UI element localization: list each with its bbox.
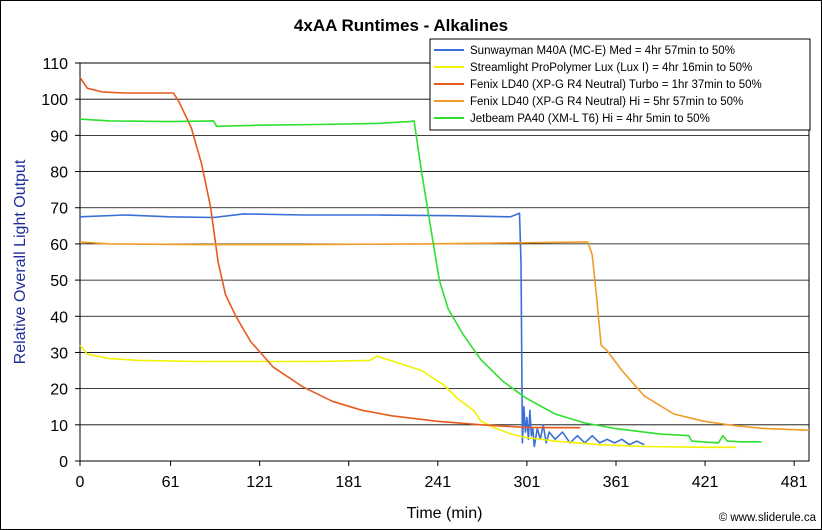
- legend-label-2: Fenix LD40 (XP-G R4 Neutral) Turbo = 1hr…: [470, 79, 762, 91]
- series-line-4: [79, 118, 762, 444]
- y-tick-label-8: 80: [50, 165, 68, 182]
- y-tick-label-2: 20: [50, 382, 68, 399]
- x-tick-label-8: 481: [781, 474, 808, 491]
- x-tick-label-7: 421: [692, 474, 719, 491]
- series-line-0: [79, 212, 645, 448]
- series-line-2: [79, 77, 581, 429]
- series-line-3: [79, 241, 810, 431]
- y-tick-label-11: 110: [42, 56, 68, 73]
- y-tick-label-3: 30: [50, 345, 68, 362]
- y-axis-ticks: 0 10 20 30 40 50 60 70 80 90 100 110: [41, 56, 80, 471]
- y-tick-label-4: 40: [50, 309, 68, 326]
- y-tick-label-0: 0: [59, 454, 68, 471]
- legend-label-1: Streamlight ProPolymer Lux (Lux I) = 4hr…: [470, 62, 752, 74]
- legend: Sunwayman M40A (MC-E) Med = 4hr 57min to…: [429, 38, 811, 131]
- series-layer: [79, 77, 810, 449]
- credit-text: © www.sliderule.ca: [719, 512, 817, 524]
- x-tick-label-6: 361: [603, 474, 630, 491]
- x-tick-label-4: 241: [424, 474, 451, 491]
- x-tick-label-1: 61: [162, 474, 180, 491]
- y-tick-label-6: 60: [50, 237, 68, 254]
- y-tick-label-9: 90: [50, 128, 68, 145]
- x-tick-label-0: 0: [76, 474, 85, 491]
- x-axis-ticks: 0 61 121 181 241 301 361 421 481: [76, 461, 808, 491]
- x-tick-label-3: 181: [335, 474, 362, 491]
- y-tick-label-5: 50: [50, 273, 68, 290]
- series-line-1: [79, 344, 737, 449]
- y-tick-label-10: 100: [41, 92, 68, 109]
- x-tick-label-2: 121: [246, 474, 273, 491]
- x-tick-label-5: 301: [514, 474, 541, 491]
- legend-label-3: Fenix LD40 (XP-G R4 Neutral) Hi = 5hr 57…: [470, 96, 743, 108]
- y-tick-label-7: 70: [50, 201, 68, 218]
- legend-box: [429, 38, 811, 131]
- legend-label-4: Jetbeam PA40 (XM-L T6) Hi = 4hr 5min to …: [470, 113, 710, 125]
- chart-title: 4xAA Runtimes - Alkalines: [294, 16, 508, 35]
- x-axis-label: Time (min): [407, 505, 483, 522]
- y-axis-label: Relative Overall Light Output: [12, 159, 29, 364]
- y-tick-label-1: 10: [50, 418, 68, 435]
- legend-label-0: Sunwayman M40A (MC-E) Med = 4hr 57min to…: [470, 45, 735, 57]
